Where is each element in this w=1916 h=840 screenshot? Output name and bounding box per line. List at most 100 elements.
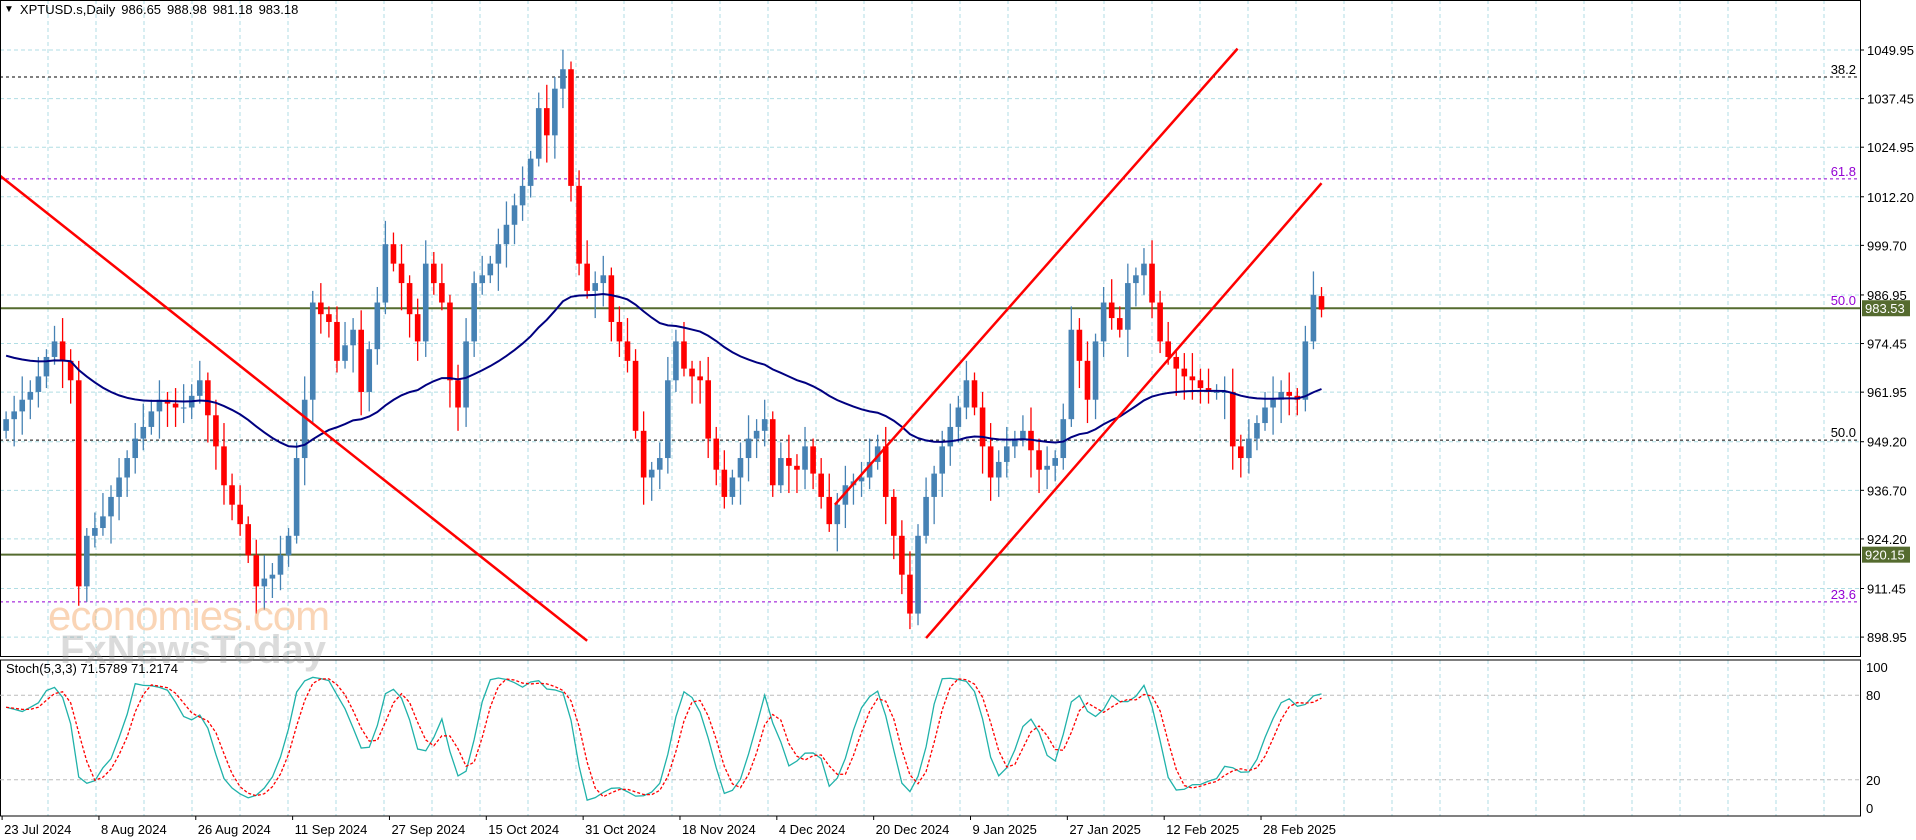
candle-body — [1068, 329, 1075, 420]
candle-body — [1310, 294, 1317, 342]
candle-body — [794, 465, 800, 470]
candle-body — [963, 380, 970, 408]
candle-body — [342, 345, 348, 361]
date-tick-label: 27 Jan 2025 — [1069, 822, 1141, 837]
candle-body — [721, 469, 728, 497]
price-label-box — [1862, 546, 1910, 563]
candle-body — [1221, 391, 1228, 393]
price-tick-label: 1012.20 — [1867, 190, 1914, 205]
candle-body — [979, 407, 986, 447]
candle-body — [3, 419, 9, 431]
ohlc-low: 981.18 — [212, 2, 253, 17]
candle-body — [318, 302, 324, 315]
date-tick-label: 26 Aug 2024 — [198, 822, 271, 837]
candle-body — [1036, 450, 1042, 470]
candle-body — [1262, 407, 1268, 424]
candle-body — [108, 496, 114, 517]
candle-body — [535, 108, 542, 159]
candle-body — [1116, 318, 1123, 330]
candle-body — [261, 578, 268, 587]
candle-body — [124, 458, 130, 478]
candle-body — [374, 302, 381, 350]
watermark-fxnewstoday: FxNewsToday — [60, 628, 326, 672]
price-tick-label: 961.95 — [1867, 385, 1907, 400]
price-tick-label: 986.95 — [1867, 288, 1907, 303]
candle-body — [891, 496, 897, 536]
candle-body — [1229, 391, 1236, 447]
candle-body — [1278, 391, 1284, 400]
candle-body — [713, 438, 720, 470]
price-label: 920.15 — [1865, 548, 1905, 563]
candle-body — [955, 407, 962, 427]
candle-body — [560, 69, 566, 89]
date-tick-label: 12 Feb 2025 — [1166, 822, 1239, 837]
candle-body — [971, 380, 978, 408]
fib-level-label: 23.6 — [1831, 587, 1856, 602]
candle-body — [1003, 446, 1010, 462]
date-tick-label: 18 Nov 2024 — [682, 822, 756, 837]
candle-body — [1197, 380, 1204, 389]
candle-body — [834, 504, 841, 525]
chart-header: ▼ XPTUSD.s,Daily 986.65 988.98 981.18 98… — [4, 2, 298, 17]
dropdown-triangle-icon[interactable]: ▼ — [4, 4, 14, 15]
candle-body — [915, 535, 921, 614]
candle-body — [84, 535, 90, 587]
candle-body — [301, 399, 308, 459]
candle-body — [1318, 296, 1325, 310]
price-tick-label: 924.20 — [1867, 532, 1907, 547]
stochastic-level-label: 0 — [1866, 801, 1873, 816]
candle-body — [1149, 263, 1155, 303]
candle-body — [463, 341, 469, 408]
price-tick-label: 999.70 — [1867, 238, 1907, 253]
date-tick-label: 15 Oct 2024 — [488, 822, 559, 837]
date-tick-label: 4 Dec 2024 — [779, 822, 846, 837]
candle-body — [1165, 341, 1171, 357]
candle-body — [786, 458, 792, 466]
candle-body — [1270, 399, 1276, 408]
date-tick-label: 31 Oct 2024 — [585, 822, 656, 837]
candle-body — [1020, 430, 1026, 439]
moving-average-line — [5, 293, 1322, 448]
candle-body — [269, 574, 276, 579]
candle-body — [874, 446, 881, 462]
candle-body — [826, 496, 833, 525]
candle-body — [358, 329, 364, 392]
candle-body — [1302, 341, 1309, 400]
candle-body — [1246, 438, 1252, 459]
stochastic-panel-border — [0, 659, 1861, 817]
candle-body — [156, 399, 163, 412]
candle-body — [608, 275, 615, 322]
candle-body — [503, 224, 510, 245]
candle-body — [221, 446, 227, 486]
candle-body — [43, 356, 50, 377]
candle-body — [527, 158, 534, 186]
candle-body — [92, 528, 98, 536]
candle-body — [616, 321, 623, 342]
candle-body — [1060, 419, 1067, 459]
price-tick-label: 974.45 — [1867, 337, 1907, 352]
candle-body — [907, 574, 913, 614]
candle-body — [648, 469, 655, 478]
candle-body — [116, 477, 122, 497]
candle-body — [11, 411, 17, 420]
candle-body — [656, 458, 663, 470]
candle-body — [1213, 391, 1220, 393]
date-tick-label: 28 Feb 2025 — [1263, 822, 1336, 837]
candle-body — [180, 407, 187, 409]
main-panel-border — [0, 0, 1861, 657]
candle-body — [689, 368, 695, 377]
candle-body — [842, 485, 849, 505]
candle-body — [398, 263, 405, 284]
candle-body — [196, 380, 203, 396]
candle-body — [422, 263, 429, 342]
candle-body — [995, 461, 1002, 478]
date-tick-label: 8 Aug 2024 — [101, 822, 167, 837]
candle-body — [326, 314, 332, 322]
candle-body — [697, 376, 703, 381]
candle-body — [552, 88, 558, 136]
candle-body — [1012, 438, 1018, 447]
candle-body — [576, 185, 582, 264]
candle-body — [148, 411, 155, 427]
candle-body — [1044, 465, 1050, 470]
